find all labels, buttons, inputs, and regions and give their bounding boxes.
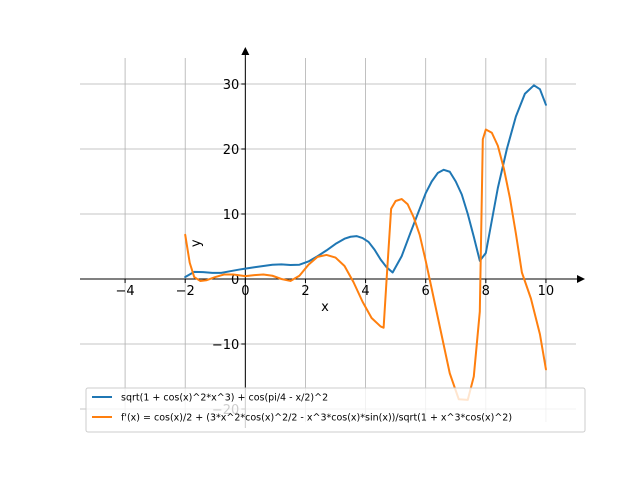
- y-tick-label: 0: [231, 273, 239, 288]
- series-line-1: [184, 84, 547, 279]
- grid: [80, 58, 576, 422]
- y-tick-label: 10: [223, 208, 240, 223]
- x-tick-label: −4: [116, 284, 135, 299]
- legend-label-2: f'(x) = cos(x)/2 + (3*x^2*cos(x)^2/2 - x…: [121, 413, 512, 424]
- y-axis-arrow: [241, 47, 250, 55]
- x-tick-label: 10: [538, 284, 555, 299]
- y-tick-label: 30: [223, 78, 240, 93]
- x-tick-label: 4: [361, 284, 369, 299]
- x-tick-label: −2: [176, 284, 195, 299]
- y-axis-label: y: [189, 239, 204, 247]
- series: [184, 84, 547, 401]
- x-tick-label: 2: [301, 284, 309, 299]
- x-axis-arrow: [577, 275, 585, 283]
- y-tick-label: 20: [223, 143, 240, 158]
- y-tick-label: −10: [212, 338, 239, 353]
- legend: sqrt(1 + cos(x)^2*x^3) + cos(pi/4 - x/2)…: [85, 387, 586, 433]
- x-axis-label: x: [321, 300, 329, 315]
- x-tick-label: 8: [482, 284, 490, 299]
- x-tick-label: 6: [422, 284, 430, 299]
- legend-box: [85, 387, 586, 433]
- legend-label-1: sqrt(1 + cos(x)^2*x^3) + cos(pi/4 - x/2)…: [121, 393, 328, 404]
- series-line-2: [184, 128, 547, 401]
- axes: [80, 47, 585, 428]
- x-tick-label: 0: [241, 284, 249, 299]
